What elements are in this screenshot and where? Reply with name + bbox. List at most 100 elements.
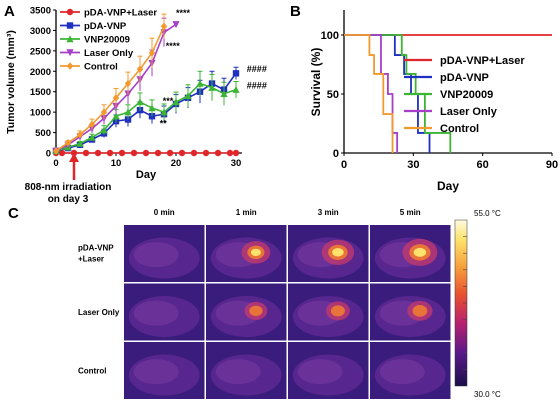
c-heat-mid — [330, 305, 345, 317]
c-thermal-cell — [206, 225, 287, 282]
a-x-tick-label: 0 — [53, 158, 58, 169]
a-significance-label: #### — [247, 64, 267, 74]
c-row-labels: pDA-VNP +Laser Laser Only Control — [78, 244, 120, 376]
a-x-tick-label: 20 — [171, 158, 182, 169]
a-series-0 — [52, 149, 240, 157]
a-y-label: Tumor volume (mm³) — [5, 30, 17, 134]
b-legend-label: Laser Only — [440, 106, 498, 118]
c-thermal-cell — [370, 342, 451, 399]
a-data-point — [154, 149, 162, 157]
callout-line2: on day 3 — [48, 194, 89, 205]
a-data-point — [94, 149, 102, 157]
a-x-tick-label: 10 — [111, 158, 122, 169]
a-data-point — [88, 120, 96, 129]
b-legend-item: VNP20009 — [404, 89, 493, 101]
a-y-tick-label: 3000 — [30, 26, 51, 37]
b-survival-curve-3 — [344, 34, 399, 153]
a-data-point — [130, 149, 138, 157]
c-heat-mid — [249, 305, 263, 317]
b-y-tick-label: 50 — [327, 89, 339, 101]
a-data-point — [160, 22, 168, 31]
a-data-point — [232, 149, 240, 157]
c-thermal-cell — [288, 342, 369, 399]
a-data-point — [76, 130, 84, 139]
b-x-tick-label: 0 — [341, 159, 347, 171]
a-ticks: 0 500 1000 1500 2000 2500 3000 3500 0 10 20 30 — [30, 6, 241, 170]
b-y-tick-label: 100 — [321, 30, 339, 42]
c-thermal-cell — [206, 283, 287, 341]
a-legend-label: pDA-VNP — [84, 21, 127, 32]
panel-b-label: B — [290, 3, 301, 20]
a-legend-item: pDA-VNP — [60, 21, 127, 32]
arrow-head — [69, 153, 79, 162]
a-legend-marker — [66, 8, 74, 16]
a-data-point — [136, 98, 144, 106]
a-data-point — [106, 149, 114, 157]
a-data-point — [232, 70, 240, 77]
colorbar-max-label: 55.0 °C — [474, 209, 501, 218]
c-row-label-line2: +Laser — [78, 255, 104, 264]
b-x-tick-label: 60 — [477, 159, 489, 171]
c-row-label: Control — [78, 367, 106, 376]
c-mouse-glow — [215, 359, 261, 385]
survival-chart: 0 50 100 0 30 60 90 Day Survival (%) pDA-VNP+L… — [309, 10, 558, 193]
a-data-point — [172, 98, 180, 106]
b-y-label: Survival (%) — [309, 48, 323, 117]
a-data-point — [100, 126, 108, 134]
a-data-point — [82, 149, 90, 157]
a-significance-label: ** — [160, 118, 168, 128]
a-data-point — [148, 113, 156, 120]
c-column-headers: 0 min 1 min 3 min 5 min — [154, 208, 421, 217]
a-data-point — [160, 108, 168, 116]
c-column-header: 0 min — [154, 208, 175, 217]
a-x-tick-label: 30 — [231, 158, 242, 169]
a-data-point — [76, 139, 84, 147]
c-thermal-cell — [124, 342, 205, 399]
a-legend-item: pDA-VNP+Laser — [60, 8, 157, 19]
a-series-group — [52, 13, 240, 157]
c-column-header: 5 min — [400, 208, 421, 217]
c-heat-mid — [412, 305, 428, 317]
c-column-header: 1 min — [236, 208, 257, 217]
a-significance-label: #### — [247, 80, 267, 90]
c-mouse-glow — [379, 359, 425, 385]
a-data-point — [166, 149, 174, 157]
a-data-point — [148, 49, 156, 57]
a-data-point — [178, 149, 186, 157]
a-legend-item: VNP20009 — [60, 35, 130, 46]
irradiation-callout: 808-nm irradiation on day 3 — [25, 153, 112, 205]
callout-line1: 808-nm irradiation — [25, 182, 112, 193]
b-survival-curve-4 — [344, 34, 394, 153]
a-series-2 — [52, 70, 240, 155]
b-legend-item: pDA-VNP — [404, 72, 489, 84]
a-y-tick-label: 1500 — [30, 87, 51, 98]
b-legend-label: pDA-VNP+Laser — [440, 55, 525, 67]
a-y-tick-label: 2000 — [30, 67, 51, 78]
a-data-point — [190, 149, 198, 157]
a-significance-label: **** — [176, 8, 191, 18]
a-legend: pDA-VNP+Laser pDA-VNP VNP20009 Laser Only Co… — [60, 8, 157, 73]
a-legend-marker — [66, 49, 74, 57]
a-data-point — [148, 104, 156, 112]
c-thermal-grid — [124, 225, 451, 399]
b-legend-item: pDA-VNP+Laser — [404, 55, 525, 67]
colorbar-min-label: 30.0 °C — [474, 390, 501, 399]
a-legend-label: Laser Only — [84, 48, 134, 59]
a-data-point — [232, 85, 240, 93]
a-data-point — [208, 83, 216, 91]
panel-a-label: A — [4, 3, 15, 20]
b-ticks: 0 50 100 0 30 60 90 — [321, 30, 558, 171]
a-data-point — [52, 147, 60, 155]
b-legend-item: Control — [404, 123, 479, 135]
panel-c-label: C — [8, 205, 19, 222]
a-data-point — [112, 112, 120, 120]
a-significance-label: *** — [163, 96, 174, 106]
b-y-tick-label: 0 — [333, 148, 339, 160]
a-data-point — [214, 149, 222, 157]
b-legend: pDA-VNP+Laser pDA-VNP VNP20009 Laser Only Co… — [404, 55, 525, 135]
a-data-point — [172, 21, 180, 29]
thermal-imaging-panel: 0 min 1 min 3 min 5 min pDA-VNP +Laser Laser … — [78, 208, 501, 399]
b-x-tick-label: 90 — [546, 159, 558, 171]
c-row-label: Laser Only — [78, 308, 120, 317]
a-data-point — [202, 149, 210, 157]
